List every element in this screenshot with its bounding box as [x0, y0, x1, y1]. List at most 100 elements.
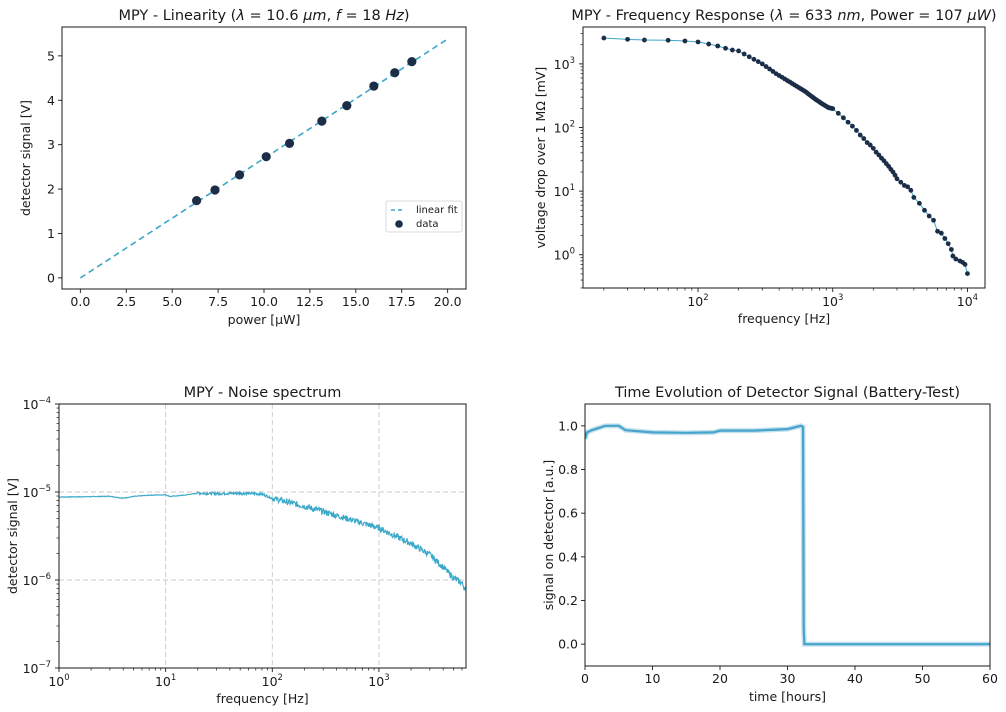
x-tick-label: 7.5	[208, 294, 228, 309]
y-axis-label: voltage drop over 1 MΩ [mV]	[533, 67, 548, 249]
data-point	[867, 142, 873, 148]
legend-label: data	[416, 219, 439, 230]
data-point	[767, 66, 773, 72]
data-point	[763, 64, 769, 69]
x-tick-label: 10.0	[250, 294, 278, 309]
plot-area	[79, 38, 449, 279]
data-point	[736, 48, 741, 54]
x-tick-label: 5.0	[162, 294, 182, 309]
data-point	[317, 116, 327, 126]
axes-frame	[582, 26, 986, 289]
data-point	[192, 196, 202, 206]
chart-noise: 100 101 102 103 10−7 10−6 10−5 10−4 MPY - Noise …	[5, 385, 467, 706]
y-tick-label: 10−5	[23, 484, 51, 500]
data-point	[965, 271, 970, 277]
x-tick-label: 30	[780, 671, 796, 686]
data-point	[962, 261, 968, 267]
data-point	[746, 54, 752, 60]
x-tick-label: 20.0	[434, 294, 462, 309]
x-tick-label: 2.5	[116, 294, 136, 309]
data-point	[953, 256, 959, 262]
x-tick-label: 12.5	[296, 294, 324, 309]
x-axis-label: frequency [Hz]	[216, 691, 308, 706]
x-tick-label: 103	[368, 673, 389, 689]
y-tick-label: 0.2	[558, 593, 578, 608]
legend-marker-icon	[395, 220, 403, 228]
plot-area	[601, 35, 970, 277]
x-tick-label: 10	[645, 671, 661, 686]
x-tick-label: 101	[155, 673, 176, 689]
x-axis-label: power [µW]	[228, 312, 301, 327]
noise-spectrum-line	[59, 490, 466, 591]
y-tick-label: 10−7	[23, 660, 51, 676]
data-point	[892, 172, 898, 178]
data-point	[715, 43, 721, 49]
x-tick-label: 17.5	[388, 294, 416, 309]
x-tick-label: 104	[957, 293, 978, 309]
chart-freqresp: 102 103 104 100 101 102 103 MPY - Frequency Res…	[533, 8, 997, 326]
data-point	[854, 128, 859, 133]
data-point	[407, 57, 417, 67]
chart-title: Time Evolution of Detector Signal (Batte…	[614, 385, 960, 401]
y-tick-label: 3	[47, 137, 55, 152]
data-point	[935, 228, 940, 234]
y-tick-label: 0.4	[558, 549, 578, 564]
y-tick-label: 101	[554, 183, 575, 199]
y-axis-label: detector signal [V]	[18, 100, 33, 216]
data-point	[830, 106, 836, 112]
y-tick-label: 100	[554, 247, 575, 263]
chart-title: MPY - Noise spectrum	[184, 385, 342, 401]
data-point	[850, 123, 855, 129]
plot-area	[585, 423, 990, 647]
y-tick-label: 0.6	[558, 506, 578, 521]
y-tick-label: 10−4	[23, 396, 51, 412]
plot-area	[59, 490, 466, 591]
data-point	[723, 45, 728, 51]
y-tick-label: 102	[554, 120, 575, 136]
chart-title: MPY - Linearity (λ = 10.6 μm, f = 18 Hz)	[118, 8, 409, 24]
y-tick-label: 2	[47, 182, 55, 197]
data-point	[908, 187, 914, 193]
chart-battery: 0 10 20 30 40 50 60 0.0 0.2 0.4 0.6 0.8 1.0 Time Evol…	[541, 385, 998, 704]
axes-frame	[58, 403, 467, 669]
x-tick-label: 0.0	[70, 294, 90, 309]
data-point	[917, 200, 922, 206]
linear-fit-line	[79, 38, 449, 279]
x-tick-label: 0	[581, 671, 589, 686]
data-point	[642, 37, 647, 43]
x-axis-label: time [hours]	[749, 689, 826, 704]
data-point	[938, 230, 944, 236]
data-point	[841, 115, 846, 121]
data-point	[730, 47, 735, 53]
data-point	[845, 119, 851, 125]
y-axis-label: detector signal [V]	[5, 478, 20, 594]
data-point	[931, 217, 936, 223]
data-point	[948, 247, 954, 252]
data-point	[911, 194, 917, 200]
data-point	[950, 253, 956, 259]
x-tick-label: 103	[822, 293, 843, 309]
x-tick-label: 60	[982, 671, 998, 686]
y-tick-label: 0.8	[558, 462, 578, 477]
data-point	[342, 101, 352, 111]
x-tick-label: 100	[48, 673, 69, 689]
data-point	[751, 56, 757, 62]
legend: linear fit data	[385, 200, 463, 233]
data-point	[905, 184, 911, 190]
x-tick-label: 50	[915, 671, 931, 686]
data-point	[857, 132, 863, 138]
y-tick-label: 5	[47, 48, 55, 63]
data-point	[922, 207, 927, 213]
chart-linearity: 0.0 2.5 5.0 7.5 10.0 12.5 15.0 17.5 20.0 0 1 2 3 4 5 MP…	[18, 8, 467, 327]
data-point	[926, 213, 932, 219]
series-line	[603, 37, 968, 274]
legend-label: linear fit	[416, 205, 458, 216]
data-point	[835, 110, 841, 116]
x-tick-label: 40	[847, 671, 863, 686]
chart-title: MPY - Frequency Response (λ = 633 nm, Po…	[571, 8, 996, 24]
data-point	[390, 68, 400, 78]
data-point	[870, 145, 876, 151]
data-point	[369, 81, 379, 91]
data-point	[945, 241, 951, 247]
